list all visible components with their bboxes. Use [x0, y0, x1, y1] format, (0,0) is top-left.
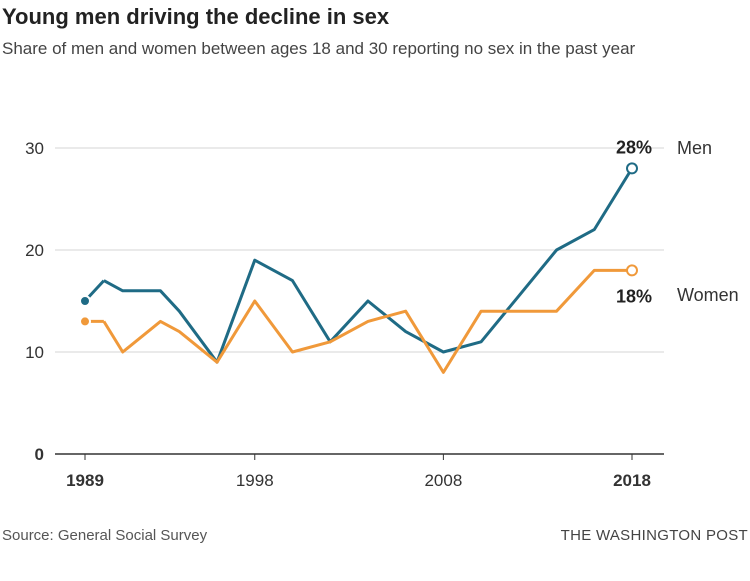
x-tick-label: 2018 [613, 471, 651, 490]
x-tick-label: 1989 [66, 471, 104, 490]
series-line-women [102, 268, 632, 374]
y-tick-label: 20 [25, 241, 44, 260]
x-tick-label: 1998 [236, 471, 274, 490]
series-label: Men [677, 138, 712, 158]
start-point [79, 315, 91, 328]
series-label: Women [677, 285, 739, 305]
end-point [626, 264, 638, 277]
y-tick-label: 0 [35, 445, 44, 464]
publisher-credit: THE WASHINGTON POST [560, 527, 748, 544]
series-line-men [103, 167, 634, 364]
end-value-label: 18% [616, 286, 652, 306]
source-note: Source: General Social Survey [2, 527, 208, 544]
end-value-label: 28% [616, 137, 652, 157]
y-tick-label: 30 [25, 139, 44, 158]
chart-title: Young men driving the decline in sex [2, 4, 390, 29]
x-tick-label: 2008 [424, 471, 462, 490]
end-point [626, 162, 638, 175]
start-point [79, 295, 91, 307]
chart-subtitle: Share of men and women between ages 18 a… [2, 39, 636, 58]
y-tick-label: 10 [25, 343, 44, 362]
